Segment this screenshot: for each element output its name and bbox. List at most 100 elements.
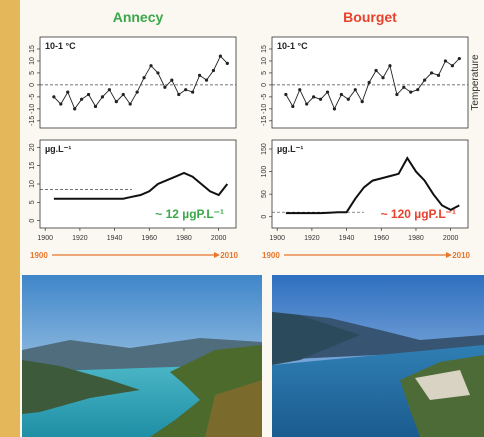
level-note: ~ 12 µgP.L⁻¹ xyxy=(155,207,224,221)
unit-label: µg.L⁻¹ xyxy=(277,144,303,154)
point xyxy=(353,88,357,92)
y-tick-label: 50 xyxy=(261,190,268,198)
timeline-end: 2010 xyxy=(452,251,470,260)
y-tick-label: -10 xyxy=(261,104,268,114)
y-tick-label: 5 xyxy=(261,71,268,75)
point xyxy=(388,64,392,68)
point xyxy=(204,78,209,82)
x-tick-label: 1980 xyxy=(408,235,424,242)
point xyxy=(142,76,146,80)
y-tick-label: 0 xyxy=(261,83,268,87)
point xyxy=(291,104,295,109)
timeline-end: 2010 xyxy=(220,251,238,260)
panel-title: Annecy xyxy=(113,9,164,25)
x-tick-label: 1960 xyxy=(373,235,389,242)
x-tick-label: 1900 xyxy=(269,235,285,242)
point xyxy=(211,68,216,73)
x-tick-label: 1920 xyxy=(304,235,320,242)
y-tick-label: -10 xyxy=(29,104,36,114)
y-tick-label: 0 xyxy=(29,83,36,87)
point xyxy=(423,78,427,82)
y-tick-label: 5 xyxy=(29,200,36,204)
y-tick-label: -15 xyxy=(261,116,268,126)
point xyxy=(298,88,302,92)
point xyxy=(332,107,337,111)
unit-label: 10-1 °C xyxy=(277,41,308,51)
point xyxy=(52,95,56,99)
panel-title: Bourget xyxy=(343,9,397,25)
point xyxy=(381,76,385,80)
x-tick-label: 2000 xyxy=(443,235,459,242)
point xyxy=(197,73,202,77)
timeline-start: 1900 xyxy=(262,251,280,260)
point xyxy=(66,90,70,94)
timeline-start: 1900 xyxy=(30,251,48,260)
point xyxy=(360,100,364,104)
y-tick-label: -5 xyxy=(29,94,36,100)
point xyxy=(128,102,132,106)
point xyxy=(80,97,84,101)
point xyxy=(416,88,420,92)
unit-label: µg.L⁻¹ xyxy=(45,144,71,154)
y-tick-label: 15 xyxy=(261,45,268,53)
y-tick-label: 10 xyxy=(29,57,36,65)
point xyxy=(402,85,406,89)
y-tick-label: 20 xyxy=(29,143,36,151)
point xyxy=(409,90,413,94)
side-stripe xyxy=(0,0,20,437)
photo-bourget xyxy=(272,275,484,437)
y-tick-label: 15 xyxy=(29,45,36,53)
y-tick-label: 0 xyxy=(261,215,268,219)
point xyxy=(457,56,461,61)
unit-label: 10-1 °C xyxy=(45,41,76,51)
point xyxy=(346,97,350,101)
y-tick-label: 10 xyxy=(29,180,36,188)
point xyxy=(429,71,434,75)
y-tick-label: 150 xyxy=(261,143,268,155)
point xyxy=(339,92,343,97)
point xyxy=(86,92,91,97)
point xyxy=(170,78,174,82)
x-tick-label: 1940 xyxy=(339,235,355,242)
x-tick-label: 1980 xyxy=(176,235,192,242)
y-tick-label: 10 xyxy=(261,57,268,65)
x-tick-label: 1900 xyxy=(37,235,53,242)
point xyxy=(163,85,167,89)
y-tick-label: 15 xyxy=(29,162,36,170)
point xyxy=(450,64,454,68)
point xyxy=(443,59,448,63)
photo-annecy xyxy=(22,275,262,437)
point xyxy=(305,102,309,106)
plot-frame xyxy=(39,36,237,129)
point xyxy=(218,54,222,58)
x-tick-label: 2000 xyxy=(211,235,227,242)
point xyxy=(436,73,441,77)
point xyxy=(374,68,378,73)
y-tick-label: 5 xyxy=(29,71,36,75)
point xyxy=(121,92,125,97)
point xyxy=(191,90,195,94)
y-tick-label: -15 xyxy=(29,116,36,126)
point xyxy=(156,71,160,75)
series-line xyxy=(285,156,460,215)
point xyxy=(149,64,153,68)
point xyxy=(225,61,229,65)
point xyxy=(93,104,98,109)
x-tick-label: 1920 xyxy=(72,235,88,242)
y-tick-label: 100 xyxy=(261,166,268,178)
point xyxy=(395,92,399,97)
point xyxy=(100,95,105,99)
x-tick-label: 1940 xyxy=(107,235,123,242)
point xyxy=(114,100,118,104)
series-line xyxy=(53,171,229,200)
point xyxy=(312,95,316,99)
point xyxy=(367,80,371,85)
point xyxy=(177,92,181,97)
y-tick-label: 0 xyxy=(29,219,36,223)
point xyxy=(184,88,188,92)
point xyxy=(325,90,330,94)
y-tick-label: -5 xyxy=(261,94,268,100)
point xyxy=(59,102,63,106)
plot-frame xyxy=(39,139,237,229)
